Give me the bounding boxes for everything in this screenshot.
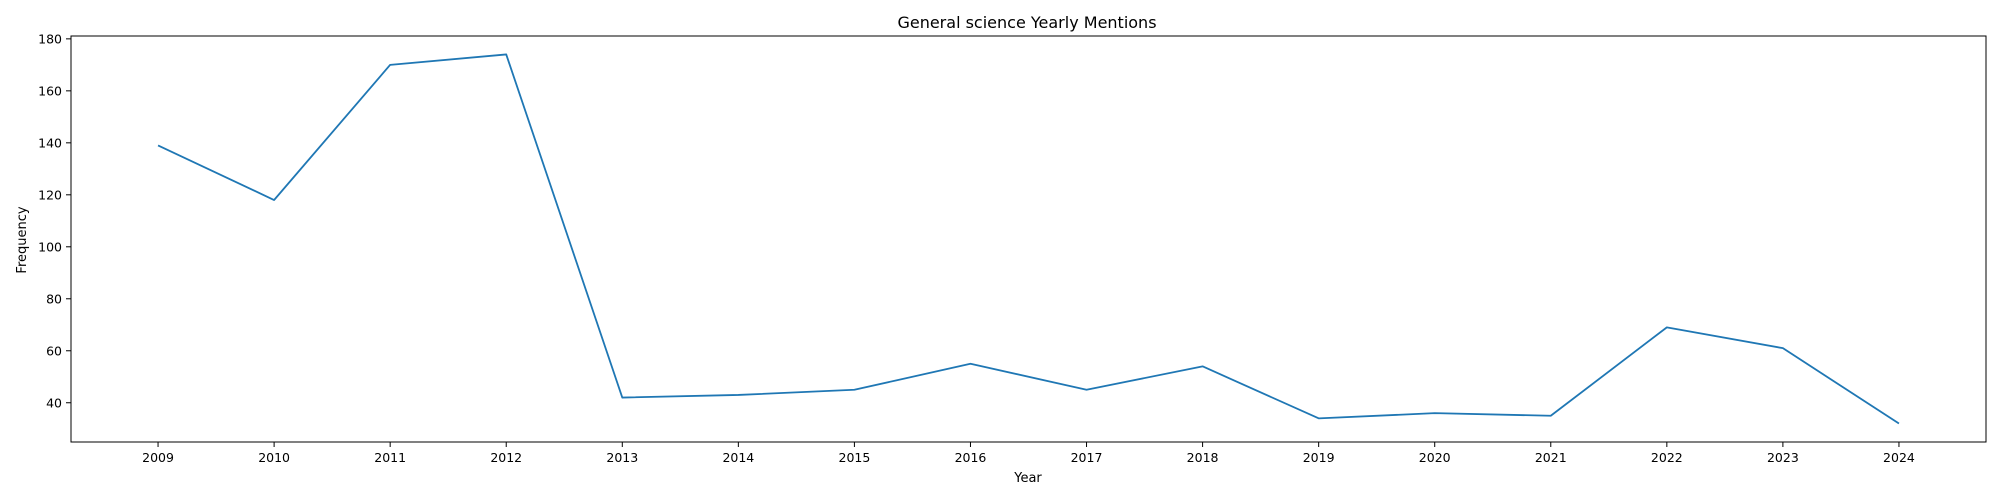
y-tick-label: 160	[38, 83, 62, 98]
y-tick-label: 120	[38, 187, 62, 202]
x-axis-label: Year	[1013, 471, 1042, 486]
x-tick-label: 2010	[258, 450, 290, 465]
x-tick-label: 2015	[839, 450, 871, 465]
y-tick-label: 140	[38, 135, 62, 150]
x-tick-label: 2022	[1651, 450, 1683, 465]
series-layer	[157, 53, 1900, 425]
x-tick-label: 2021	[1535, 450, 1567, 465]
x-tick-label: 2009	[142, 450, 174, 465]
series-line	[157, 53, 1900, 425]
y-axis-label: Frequency	[15, 206, 30, 273]
x-tick-label: 2011	[374, 450, 406, 465]
x-tick-label: 2020	[1419, 450, 1451, 465]
x-tick-label: 2013	[606, 450, 638, 465]
y-tick-label: 100	[38, 239, 62, 254]
plot-area-frame	[70, 35, 1987, 443]
chart-title: General science Yearly Mentions	[897, 13, 1156, 32]
x-tick-label: 2014	[722, 450, 754, 465]
y-tick-label: 40	[46, 395, 62, 410]
x-axis: 2009 2010 2011 2012 2013 2014 2015 2016 2017 2018…	[142, 442, 1915, 465]
x-tick-label: 2019	[1303, 450, 1335, 465]
x-tick-label: 2017	[1071, 450, 1103, 465]
y-tick-label: 80	[46, 291, 62, 306]
x-tick-label: 2018	[1187, 450, 1219, 465]
y-tick-label: 180	[38, 31, 62, 46]
x-tick-label: 2023	[1767, 450, 1799, 465]
x-tick-label: 2012	[490, 450, 522, 465]
y-tick-label: 60	[46, 343, 62, 358]
x-tick-label: 2016	[955, 450, 987, 465]
y-axis: 40 60 80 100 120 140 160 180	[38, 31, 71, 410]
x-tick-label: 2024	[1883, 450, 1915, 465]
